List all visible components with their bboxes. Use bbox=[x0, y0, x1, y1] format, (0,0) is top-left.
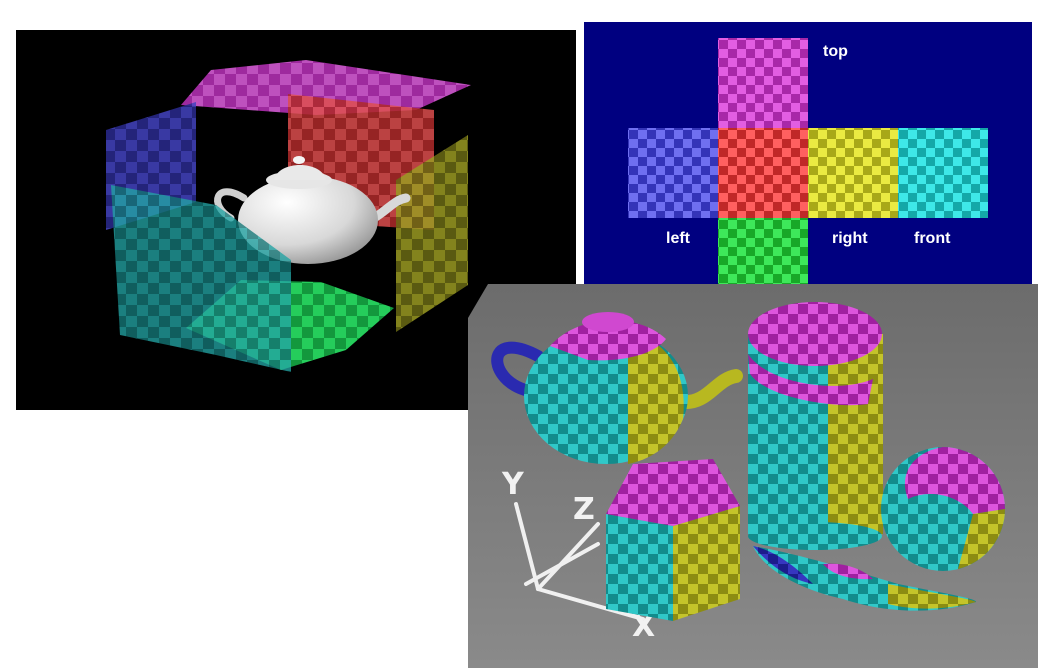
cube-face-right bbox=[396, 135, 468, 332]
textured-banana bbox=[753, 546, 977, 611]
axis-label-z: Z bbox=[573, 492, 595, 527]
textured-cube bbox=[606, 459, 740, 621]
net-face-right bbox=[808, 128, 898, 218]
textured-cylinder bbox=[748, 302, 883, 550]
cube-net-svg: top left right front bbox=[628, 38, 988, 284]
cube-face-top bbox=[181, 60, 471, 115]
coordinate-axes bbox=[514, 502, 645, 621]
cube-map-scene bbox=[16, 30, 576, 410]
axis-label-y: Y bbox=[501, 467, 525, 502]
textured-sphere bbox=[881, 447, 1005, 571]
net-label-right: right bbox=[832, 230, 868, 247]
textured-teapot bbox=[491, 312, 743, 464]
cube-face-front bbox=[111, 185, 291, 372]
cube-net-diagram: top left right front bbox=[584, 22, 1032, 284]
net-label-left: left bbox=[666, 230, 691, 247]
net-face-top bbox=[718, 38, 808, 128]
net-face-center bbox=[718, 128, 808, 218]
textured-objects-scene: Y Z X bbox=[468, 284, 1038, 668]
net-face-bottom bbox=[718, 218, 808, 284]
net-label-top: top bbox=[823, 43, 848, 60]
net-face-front bbox=[898, 128, 988, 218]
axis-label-x: X bbox=[632, 609, 655, 644]
textured-objects-svg: Y Z X bbox=[468, 284, 1038, 668]
net-label-front: front bbox=[914, 230, 951, 247]
cube-map-scene-svg bbox=[106, 60, 471, 372]
net-face-left bbox=[628, 128, 718, 218]
teapot-shape bbox=[214, 156, 411, 264]
